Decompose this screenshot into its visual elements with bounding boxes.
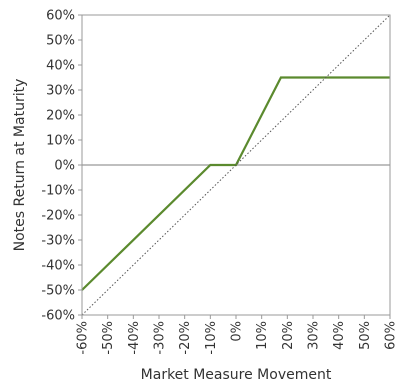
x-tick-label: -50% (101, 321, 116, 355)
y-tick-label: -20% (41, 209, 75, 224)
y-tick-label: 50% (46, 34, 75, 49)
y-tick-label: 20% (46, 109, 75, 124)
x-tick-label: 20% (281, 321, 296, 350)
y-tick-label: 40% (46, 59, 75, 74)
x-tick-label: -30% (153, 321, 168, 355)
x-tick-label: 50% (358, 321, 373, 350)
x-tick-label: 60% (384, 321, 396, 350)
y-tick-label: -50% (41, 284, 75, 299)
series-layer (81, 14, 391, 316)
series-line-reference-diagonal (81, 14, 391, 316)
x-tick-label: -20% (178, 321, 193, 355)
y-tick-label: 60% (46, 9, 75, 24)
y-tick-label: 30% (46, 84, 75, 99)
y-axis-ticks: 60% 50% 40% 30% 20% 10% 0% -10% -20% -30% -40% -50%… (41, 9, 82, 324)
x-tick-label: 0% (230, 321, 245, 342)
x-tick-label: 30% (307, 321, 322, 350)
x-tick-label: -60% (76, 321, 91, 355)
x-axis-title: Market Measure Movement (141, 367, 332, 383)
y-tick-label: -40% (41, 259, 75, 274)
y-tick-label: 10% (46, 134, 75, 149)
x-tick-label: 10% (255, 321, 270, 350)
x-tick-label: 40% (332, 321, 347, 350)
x-axis-ticks: -60% -50% -40% -30% -20% -10% 0% 10% 20% 30% 40% 50… (76, 315, 396, 355)
y-tick-label: -60% (41, 309, 75, 324)
y-tick-label: -10% (41, 184, 75, 199)
series-line-notes-return (81, 76, 390, 291)
y-tick-label: -30% (41, 234, 75, 249)
y-tick-label: 0% (54, 159, 75, 174)
y-axis-title: Notes Return at Maturity (12, 79, 28, 252)
x-tick-label: -10% (204, 321, 219, 355)
x-tick-label: -40% (127, 321, 142, 355)
